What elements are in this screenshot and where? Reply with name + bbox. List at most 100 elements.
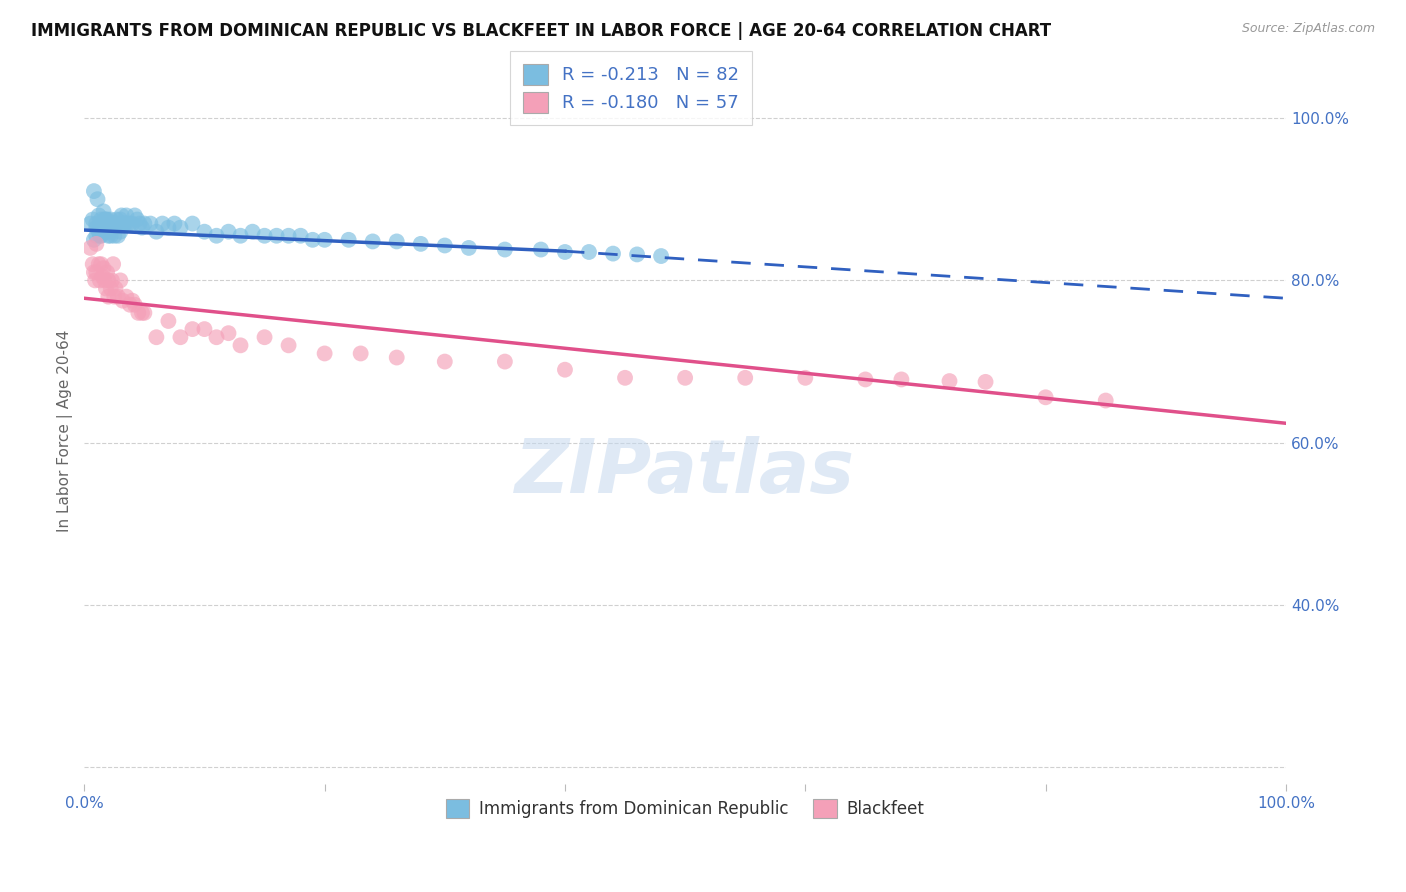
Point [614, 371, 637, 385]
Point [314, 346, 336, 360]
Point [84, 273, 107, 287]
Point [83, 233, 105, 247]
Point [96, 265, 118, 279]
Point [145, 225, 167, 239]
Point [93, 212, 115, 227]
Point [163, 217, 186, 231]
Point [101, 220, 124, 235]
Text: Source: ZipAtlas.com: Source: ZipAtlas.com [1241, 22, 1375, 36]
Point [121, 217, 143, 231]
Y-axis label: In Labor Force | Age 20-64: In Labor Force | Age 20-64 [58, 329, 73, 532]
Point [84, 228, 107, 243]
Point [229, 228, 252, 243]
Point [974, 375, 997, 389]
Point [193, 322, 215, 336]
Point [100, 228, 122, 243]
Point [84, 217, 107, 231]
Point [433, 354, 456, 368]
Point [650, 249, 672, 263]
Point [157, 314, 180, 328]
Point [90, 212, 112, 227]
Point [101, 273, 124, 287]
Point [96, 212, 118, 227]
Point [1094, 393, 1116, 408]
Point [554, 244, 576, 259]
Point [578, 244, 600, 259]
Point [152, 217, 174, 231]
Point [110, 225, 132, 239]
Point [1035, 390, 1057, 404]
Point [124, 209, 146, 223]
Point [107, 217, 129, 231]
Point [110, 273, 132, 287]
Point [93, 204, 115, 219]
Point [554, 362, 576, 376]
Point [89, 228, 111, 243]
Point [107, 290, 129, 304]
Point [94, 281, 117, 295]
Point [134, 217, 156, 231]
Point [181, 217, 204, 231]
Point [90, 228, 112, 243]
Point [104, 217, 127, 231]
Point [112, 217, 135, 231]
Point [131, 220, 153, 235]
Point [494, 354, 516, 368]
Point [242, 225, 264, 239]
Point [90, 257, 112, 271]
Point [107, 228, 129, 243]
Point [385, 235, 408, 249]
Point [86, 192, 108, 206]
Point [82, 212, 104, 227]
Point [145, 330, 167, 344]
Point [205, 330, 228, 344]
Point [91, 217, 114, 231]
Point [169, 220, 191, 235]
Point [121, 293, 143, 308]
Point [103, 228, 125, 243]
Point [100, 212, 122, 227]
Point [337, 233, 360, 247]
Point [89, 273, 111, 287]
Point [193, 225, 215, 239]
Point [290, 228, 312, 243]
Point [94, 225, 117, 239]
Point [97, 217, 120, 231]
Point [91, 269, 114, 284]
Point [127, 212, 149, 227]
Point [205, 228, 228, 243]
Point [97, 290, 120, 304]
Point [118, 298, 141, 312]
Point [361, 235, 384, 249]
Point [104, 281, 127, 295]
Point [131, 306, 153, 320]
Point [602, 246, 624, 260]
Point [253, 330, 276, 344]
Point [853, 372, 876, 386]
Point [93, 273, 115, 287]
Point [277, 228, 299, 243]
Point [457, 241, 479, 255]
Point [409, 236, 432, 251]
Point [87, 209, 110, 223]
Point [350, 346, 373, 360]
Point [110, 209, 132, 223]
Point [98, 217, 121, 231]
Point [101, 257, 124, 271]
Point [87, 257, 110, 271]
Point [93, 217, 115, 231]
Point [111, 217, 134, 231]
Point [114, 217, 136, 231]
Point [734, 371, 756, 385]
Point [84, 220, 107, 235]
Text: ZIPatlas: ZIPatlas [515, 436, 855, 509]
Point [100, 281, 122, 295]
Point [94, 212, 117, 227]
Point [266, 228, 288, 243]
Point [93, 261, 115, 276]
Point [97, 273, 120, 287]
Point [181, 322, 204, 336]
Point [117, 217, 139, 231]
Point [433, 238, 456, 252]
Point [84, 236, 107, 251]
